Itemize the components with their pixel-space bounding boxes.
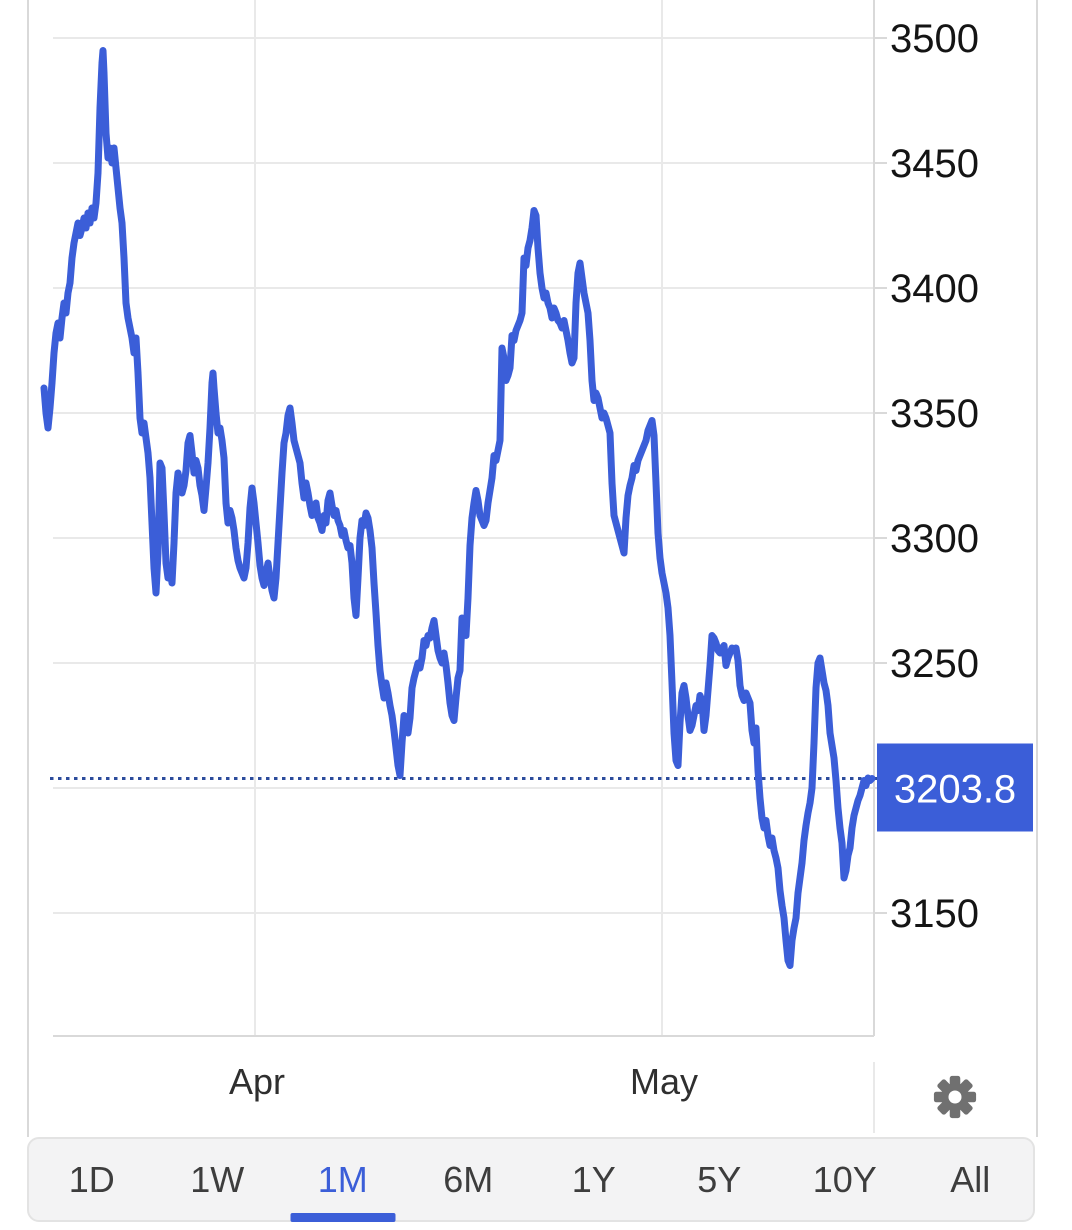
y-tick-label: 3450: [890, 142, 979, 186]
range-button-6m[interactable]: 6M: [406, 1139, 532, 1220]
range-button-1w[interactable]: 1W: [155, 1139, 281, 1220]
chart-settings-button[interactable]: [931, 1073, 979, 1121]
range-button-label: 1Y: [571, 1158, 616, 1200]
range-button-label: 10Y: [812, 1158, 877, 1200]
price-chart[interactable]: 3500 3450 3400 3350 3300 3250 3150 3203.8 Apr May: [0, 0, 1072, 1137]
range-button-label: All: [950, 1158, 991, 1200]
range-button-10y[interactable]: 10Y: [782, 1139, 908, 1220]
range-button-1y[interactable]: 1Y: [531, 1139, 657, 1220]
range-button-label: 1W: [190, 1158, 245, 1200]
range-button-label: 1M: [317, 1158, 368, 1200]
x-tick-label: May: [630, 1061, 698, 1102]
y-tick-label: 3400: [890, 267, 979, 311]
y-tick-label: 3350: [890, 392, 979, 436]
time-range-toolbar: 1D 1W 1M 6M 1Y 5Y 10Y All: [27, 1137, 1035, 1222]
range-button-label: 1D: [68, 1158, 115, 1200]
range-button-1d[interactable]: 1D: [29, 1139, 155, 1220]
price-line-series: [40, 47, 876, 969]
selected-range-indicator: [290, 1213, 396, 1222]
range-button-1m[interactable]: 1M: [280, 1139, 406, 1222]
gear-icon: [933, 1075, 977, 1119]
range-button-5y[interactable]: 5Y: [657, 1139, 783, 1220]
last-price-box: [877, 743, 1033, 832]
y-tick-label: 3300: [890, 517, 979, 561]
range-button-label: 6M: [443, 1158, 494, 1200]
range-button-label: 5Y: [697, 1158, 742, 1200]
y-tick-label: 3250: [890, 642, 979, 686]
last-price-label: 3203.8: [894, 768, 1016, 812]
y-tick-label: 3500: [890, 17, 979, 61]
y-tick-label: 3150: [890, 892, 979, 936]
x-tick-label: Apr: [229, 1061, 285, 1102]
range-button-all[interactable]: All: [908, 1139, 1034, 1220]
